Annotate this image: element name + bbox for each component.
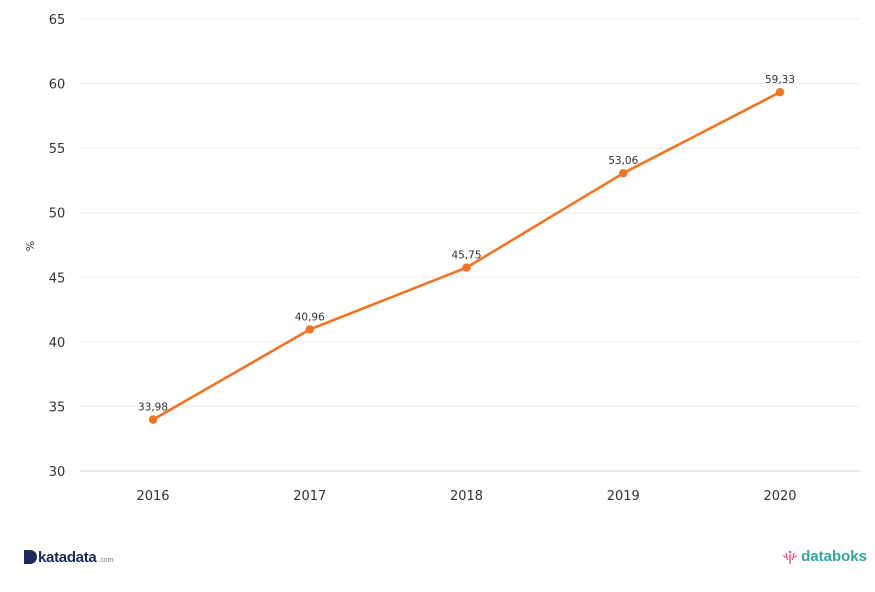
data-label: 53,06 bbox=[608, 155, 638, 167]
data-labels: 33,98 40,96 45,75 53,06 59,33 bbox=[138, 74, 795, 413]
data-label: 40,96 bbox=[295, 311, 325, 323]
data-point bbox=[619, 168, 628, 178]
data-label: 33,98 bbox=[138, 402, 168, 414]
katadata-d-icon bbox=[24, 550, 37, 564]
databoks-wordmark: databoks bbox=[801, 548, 867, 565]
data-label: 59,33 bbox=[765, 74, 795, 86]
x-tick-label: 2017 bbox=[293, 489, 326, 504]
y-tick-label: 35 bbox=[49, 400, 66, 415]
data-point bbox=[305, 325, 314, 334]
x-tick-label: 2019 bbox=[607, 489, 640, 504]
x-tick-label: 2020 bbox=[763, 489, 796, 504]
databoks-logo: databoks bbox=[782, 548, 867, 565]
katadata-logo: katadata .com bbox=[24, 548, 114, 566]
katadata-suffix: .com bbox=[98, 557, 114, 564]
y-tick-label: 50 bbox=[49, 207, 66, 222]
katadata-wordmark: katadata bbox=[38, 549, 97, 566]
databoks-icon bbox=[783, 550, 798, 564]
y-axis-ticks: 30 35 40 45 50 55 60 65 bbox=[49, 13, 66, 480]
y-tick-label: 40 bbox=[49, 336, 66, 351]
y-axis-label: % bbox=[24, 241, 37, 251]
y-tick-label: 60 bbox=[49, 78, 66, 93]
data-point bbox=[148, 415, 158, 424]
y-tick-label: 55 bbox=[49, 142, 66, 157]
data-label: 45,75 bbox=[451, 250, 481, 262]
x-tick-label: 2016 bbox=[136, 489, 169, 504]
y-tick-label: 65 bbox=[49, 13, 66, 28]
y-tick-label: 30 bbox=[49, 465, 66, 480]
y-tick-label: 45 bbox=[49, 271, 66, 286]
data-point bbox=[462, 263, 471, 272]
data-point bbox=[775, 88, 785, 97]
x-axis-ticks: 2016 2017 2018 2019 2020 bbox=[136, 489, 796, 504]
data-points bbox=[148, 88, 785, 424]
gridlines bbox=[80, 18, 860, 407]
x-tick-label: 2018 bbox=[450, 489, 483, 504]
